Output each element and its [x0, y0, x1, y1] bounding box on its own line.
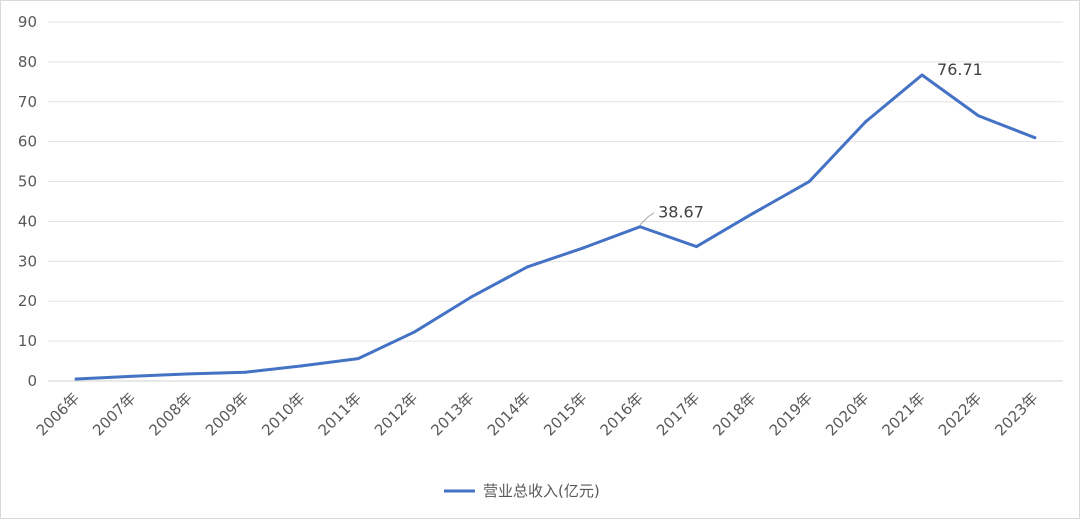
data-point [582, 246, 586, 250]
data-point [638, 225, 642, 229]
y-tick-label: 80 [18, 53, 37, 71]
data-point [300, 364, 304, 368]
data-point [131, 374, 135, 378]
legend-label: 营业总收入(亿元) [483, 482, 600, 500]
x-tick-label: 2008年 [145, 389, 195, 439]
x-tick-label: 2020年 [822, 389, 872, 439]
series-line [74, 73, 1037, 381]
x-tick-label: 2010年 [258, 389, 308, 439]
data-point [74, 377, 78, 381]
y-tick-label: 40 [18, 212, 37, 230]
x-tick-label: 2011年 [315, 389, 365, 439]
x-tick-label: 2016年 [597, 389, 647, 439]
data-point [807, 180, 811, 184]
y-tick-label: 0 [27, 372, 37, 390]
x-tick-label: 2013年 [427, 389, 477, 439]
y-tick-label: 70 [18, 93, 37, 111]
y-tick-label: 90 [18, 13, 37, 31]
data-point [1033, 136, 1037, 140]
data-point [469, 295, 473, 299]
x-tick-label: 2006年 [33, 389, 83, 439]
data-label: 76.71 [937, 60, 983, 79]
data-point [920, 73, 924, 77]
data-point [694, 245, 698, 249]
y-tick-label: 20 [18, 292, 37, 310]
data-point [243, 370, 247, 374]
data-point [864, 120, 868, 124]
y-tick-label: 60 [18, 133, 37, 151]
x-tick-label: 2015年 [540, 389, 590, 439]
data-point [356, 357, 360, 361]
x-tick-label: 2014年 [484, 389, 534, 439]
x-tick-label: 2017年 [653, 389, 703, 439]
data-label: 38.67 [658, 203, 704, 222]
data-point [413, 330, 417, 334]
x-tick-label: 2022年 [935, 389, 985, 439]
data-point [976, 114, 980, 118]
y-tick-label: 50 [18, 173, 37, 191]
x-tick-label: 2007年 [89, 389, 139, 439]
data-point [187, 372, 191, 376]
y-tick-label: 10 [18, 332, 37, 350]
x-tick-label: 2023年 [991, 389, 1041, 439]
x-tick-label: 2019年 [766, 389, 816, 439]
data-label-leader [639, 212, 655, 226]
data-point [525, 265, 529, 269]
x-tick-label: 2009年 [202, 389, 252, 439]
x-tick-label: 2021年 [879, 389, 929, 439]
data-point [751, 211, 755, 215]
y-tick-label: 30 [18, 252, 37, 270]
x-tick-label: 2012年 [371, 389, 421, 439]
x-tick-label: 2018年 [709, 389, 759, 439]
